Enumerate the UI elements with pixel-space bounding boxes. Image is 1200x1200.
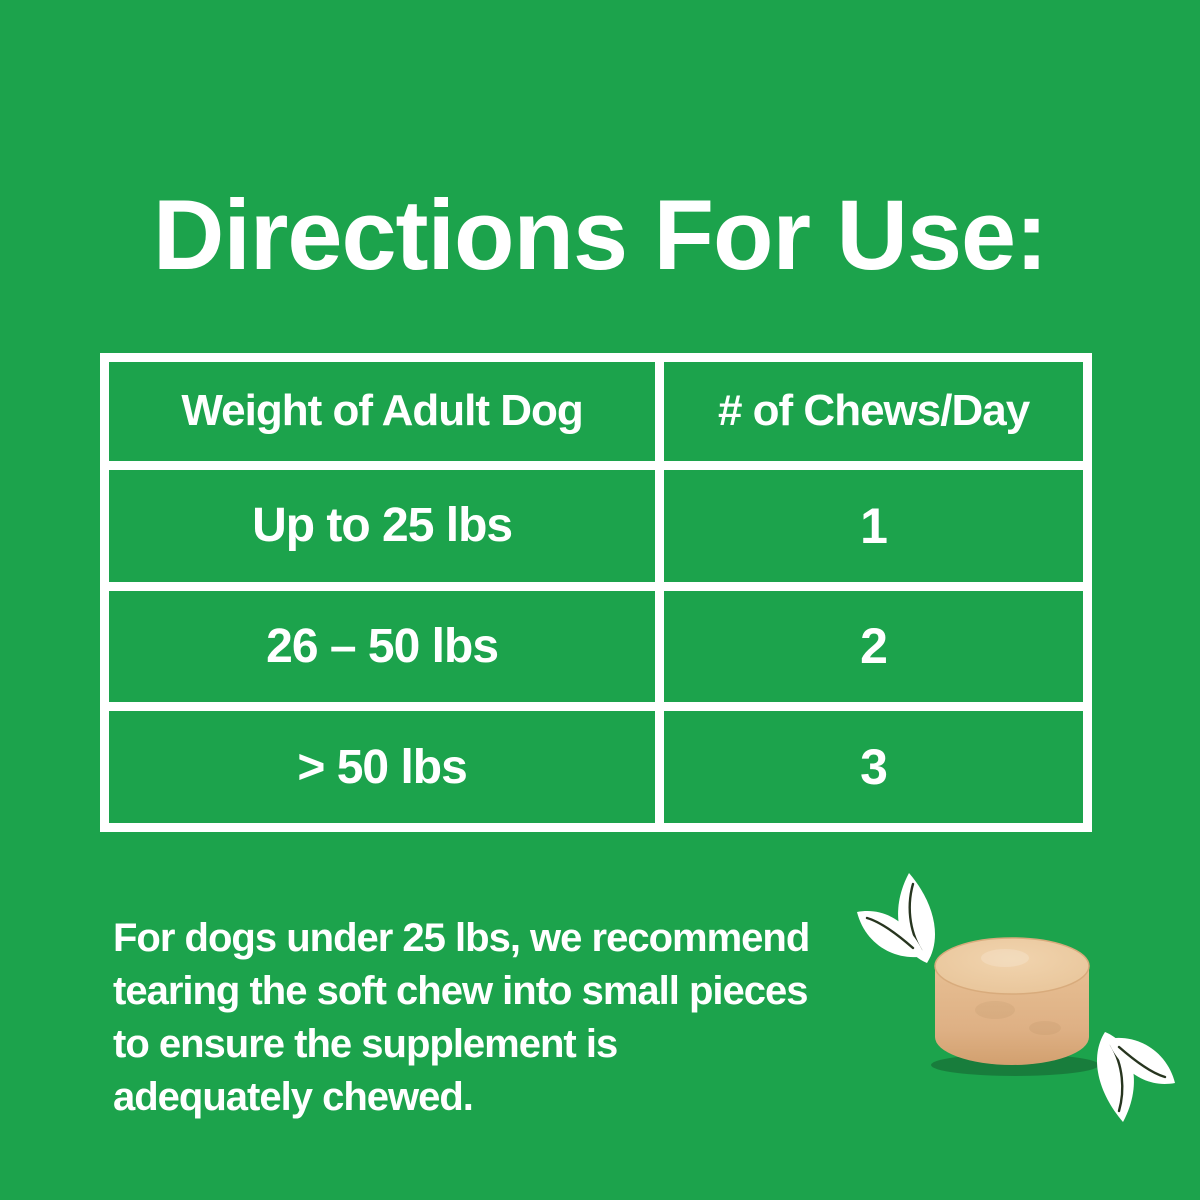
table-cell-chews-row3: 3	[664, 711, 1083, 823]
page-title: Directions For Use:	[152, 179, 1048, 290]
note-line: tearing the soft chew into small pieces	[113, 969, 809, 1013]
table-cell-weight-row3: > 50 lbs	[109, 711, 656, 823]
soft-chew-illustration	[855, 871, 1177, 1124]
small-dog-note: For dogs under 25 lbs, we recommend tear…	[113, 912, 903, 1124]
note-line: adequately chewed.	[113, 1075, 474, 1119]
leaf-splash-top-icon	[855, 871, 937, 965]
table-cell-chews-row1: 1	[664, 469, 1083, 582]
table-header-weight: Weight of Adult Dog	[109, 362, 656, 461]
note-line: to ensure the supplement is	[113, 1022, 618, 1066]
table-header-chews: # of Chews/Day	[664, 362, 1083, 461]
dosage-table: Weight of Adult Dog # of Chews/Day Up to…	[100, 353, 1092, 832]
note-line: For dogs under 25 lbs, we recommend	[113, 916, 810, 960]
table-cell-weight-row2: 26 – 50 lbs	[109, 590, 656, 703]
table-cell-chews-row2: 2	[664, 590, 1083, 703]
leaf-splash-bottom-icon	[1095, 1030, 1177, 1124]
table-cell-weight-row1: Up to 25 lbs	[109, 469, 656, 582]
chew-image	[934, 937, 1090, 1065]
